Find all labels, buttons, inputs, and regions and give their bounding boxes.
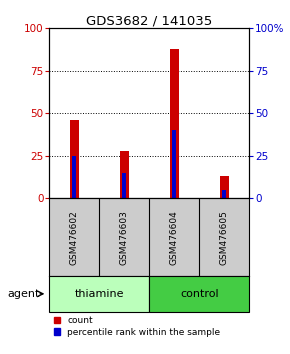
Bar: [122, 173, 126, 198]
Text: agent: agent: [7, 289, 39, 299]
Title: GDS3682 / 141035: GDS3682 / 141035: [86, 14, 213, 27]
Bar: [72, 156, 76, 198]
Bar: [170, 49, 179, 198]
Text: GSM476602: GSM476602: [70, 210, 79, 264]
Legend: count, percentile rank within the sample: count, percentile rank within the sample: [54, 316, 220, 337]
Bar: [220, 176, 229, 198]
Bar: [172, 130, 176, 198]
Bar: [149, 276, 249, 312]
Text: GSM476605: GSM476605: [220, 210, 229, 265]
Bar: [222, 190, 226, 198]
Text: thiamine: thiamine: [75, 289, 124, 299]
Text: GSM476604: GSM476604: [170, 210, 179, 264]
Text: GSM476603: GSM476603: [120, 210, 129, 265]
Bar: [120, 151, 129, 198]
Text: control: control: [180, 289, 219, 299]
Bar: [49, 276, 149, 312]
Bar: [70, 120, 79, 198]
